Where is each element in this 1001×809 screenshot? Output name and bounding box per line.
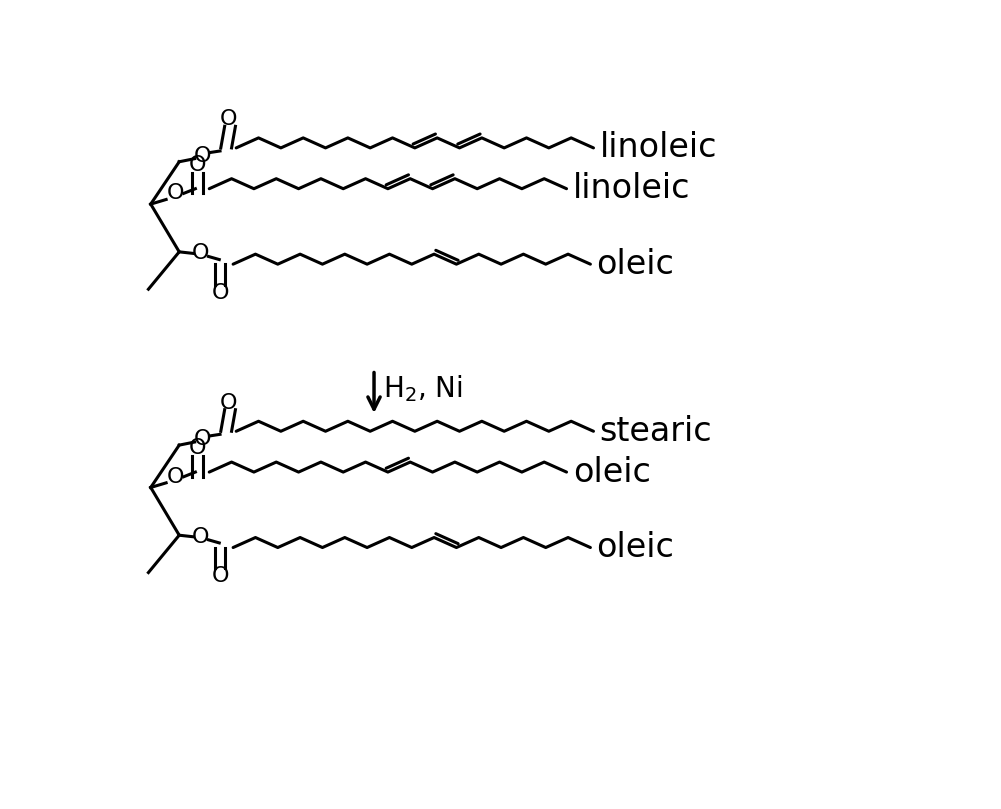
Text: stearic: stearic bbox=[600, 415, 713, 447]
Text: O: O bbox=[220, 393, 237, 413]
Text: linoleic: linoleic bbox=[600, 131, 717, 164]
Text: H$_2$, Ni: H$_2$, Ni bbox=[383, 373, 463, 404]
Text: O: O bbox=[211, 282, 229, 303]
Text: O: O bbox=[166, 467, 184, 487]
Text: O: O bbox=[189, 438, 206, 458]
Text: oleic: oleic bbox=[573, 455, 651, 489]
Text: O: O bbox=[193, 146, 211, 166]
Text: linoleic: linoleic bbox=[573, 172, 690, 205]
Text: O: O bbox=[220, 109, 237, 129]
Text: oleic: oleic bbox=[597, 248, 675, 281]
Text: O: O bbox=[192, 527, 209, 547]
Text: O: O bbox=[189, 155, 206, 175]
Text: O: O bbox=[166, 184, 184, 203]
Text: O: O bbox=[211, 566, 229, 586]
Text: O: O bbox=[193, 429, 211, 449]
Text: oleic: oleic bbox=[597, 531, 675, 564]
Text: O: O bbox=[192, 244, 209, 264]
